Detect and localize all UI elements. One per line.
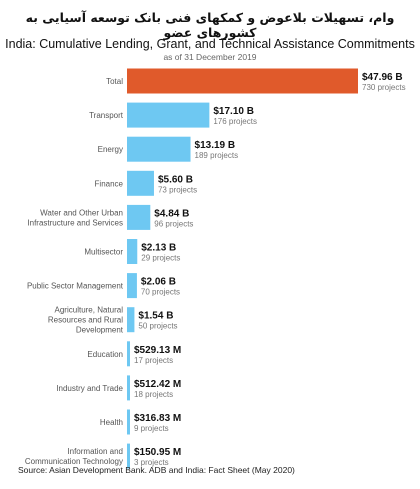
value-label: $4.84 B <box>154 208 189 219</box>
value-label: $150.95 M <box>134 447 181 458</box>
category-label: Agriculture, Natural Resources and Rural D… <box>48 306 124 335</box>
chart-title: India: Cumulative Lending, Grant, and Te… <box>5 37 415 51</box>
value-label: $2.06 B <box>141 277 176 288</box>
bar <box>127 307 135 333</box>
project-count-label: 176 projects <box>213 117 257 126</box>
bar <box>127 170 154 196</box>
category-label: Information and Communication Technology <box>25 447 123 466</box>
persian-title: وام، تسهیلات بلاعوض و کمکهای فنی بانک تو… <box>25 10 395 40</box>
value-label: $529.13 M <box>134 345 181 356</box>
project-count-label: 17 projects <box>134 356 173 365</box>
category-label: Public Sector Management <box>27 282 124 291</box>
project-count-label: 96 projects <box>154 219 193 228</box>
project-count-label: 29 projects <box>141 254 180 263</box>
project-count-label: 3 projects <box>134 458 169 467</box>
category-label: Energy <box>98 145 123 154</box>
category-label: Transport <box>89 111 124 120</box>
project-count-label: 73 projects <box>158 185 197 194</box>
value-label: $17.10 B <box>213 106 254 117</box>
bar <box>127 239 138 264</box>
category-label: Total <box>106 77 123 86</box>
bar <box>127 375 130 401</box>
project-count-label: 50 projects <box>138 322 177 331</box>
project-count-label: 18 projects <box>134 390 173 399</box>
value-label: $1.54 B <box>138 311 173 322</box>
value-label: $13.19 B <box>195 140 236 151</box>
project-count-label: 9 projects <box>134 424 169 433</box>
project-count-label: 730 projects <box>362 83 406 92</box>
category-label: Industry and Trade <box>56 384 123 393</box>
bar <box>127 443 130 469</box>
project-count-label: 70 projects <box>141 288 180 297</box>
category-label: Finance <box>95 179 124 188</box>
value-label: $47.96 B <box>362 72 403 83</box>
category-label: Water and Other Urban Infrastructure and … <box>27 208 123 227</box>
bar <box>127 273 137 299</box>
value-label: $512.42 M <box>134 379 181 390</box>
source-note: Source: Asian Development Bank. ADB and … <box>18 465 295 475</box>
bar <box>127 409 130 435</box>
value-label: $5.60 B <box>158 174 193 185</box>
value-label: $2.13 B <box>141 243 176 254</box>
bar <box>127 341 130 367</box>
bar <box>127 102 210 128</box>
bar <box>127 68 358 94</box>
category-label: Multisector <box>84 248 123 257</box>
bar <box>127 204 151 230</box>
project-count-label: 189 projects <box>195 151 239 160</box>
category-label: Health <box>100 418 123 427</box>
bar <box>127 136 191 162</box>
value-label: $316.83 M <box>134 413 181 424</box>
category-label: Education <box>87 350 123 359</box>
chart-subtitle: as of 31 December 2019 <box>163 52 257 62</box>
